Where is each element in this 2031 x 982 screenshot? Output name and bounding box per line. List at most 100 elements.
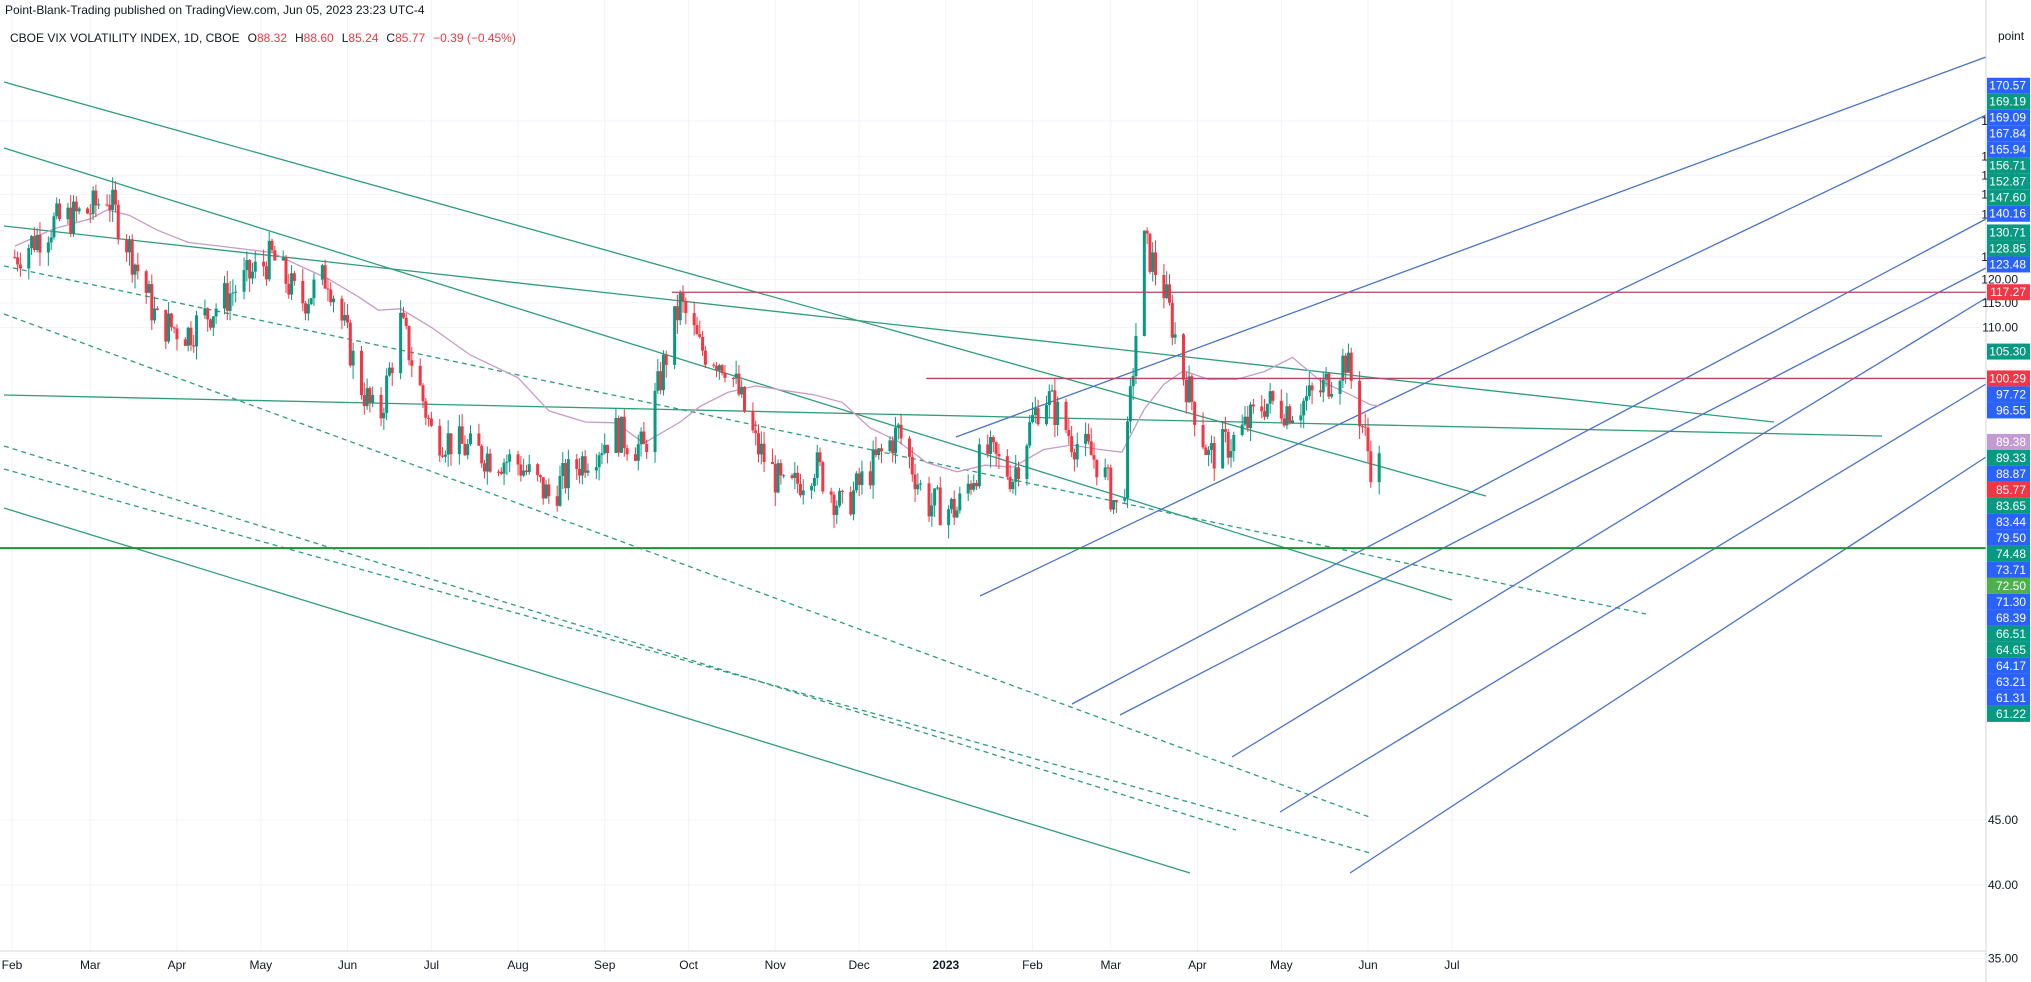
channel-line-upper bbox=[3, 81, 1487, 497]
candle-body bbox=[1377, 453, 1381, 483]
price-label-badge bbox=[1987, 513, 2030, 530]
candle-body bbox=[382, 412, 386, 419]
price-label-badge bbox=[1987, 343, 2030, 360]
candle-body bbox=[167, 313, 171, 342]
price-tick-label: 45.00 bbox=[1988, 813, 2018, 827]
candle-body bbox=[469, 433, 473, 445]
candle-body bbox=[578, 468, 582, 476]
open-label: O bbox=[247, 31, 257, 45]
candle-body bbox=[972, 482, 976, 490]
dashed-channel-line-4 bbox=[3, 468, 1371, 854]
candle-body bbox=[1028, 422, 1032, 446]
candle-body bbox=[460, 426, 464, 444]
candle-body bbox=[172, 327, 176, 329]
price-label-text: 117.27 bbox=[1990, 285, 2026, 299]
candle-body bbox=[793, 472, 797, 478]
candle-body bbox=[222, 283, 226, 309]
candle-body bbox=[301, 280, 305, 304]
price-label-text: 73.71 bbox=[1996, 563, 2026, 577]
time-tick-label: Mar bbox=[1100, 958, 1121, 972]
candle-body bbox=[1190, 376, 1194, 402]
candle-body bbox=[287, 283, 291, 295]
price-label-badge bbox=[1987, 370, 2030, 387]
candle-body bbox=[1318, 390, 1322, 393]
candle-body bbox=[812, 478, 816, 486]
candle-body bbox=[69, 207, 73, 234]
pitchfork-line-1 bbox=[955, 56, 1987, 438]
candle-body bbox=[1033, 408, 1037, 416]
price-label-badge bbox=[1987, 705, 2030, 722]
candle-body bbox=[1070, 436, 1074, 453]
price-label-text: 170.57 bbox=[1989, 79, 2026, 93]
candle-body bbox=[225, 283, 229, 311]
candle-body bbox=[1014, 467, 1018, 482]
candle-body bbox=[751, 411, 755, 431]
candle-body bbox=[516, 454, 520, 465]
price-label-badge bbox=[1987, 173, 2030, 190]
pitchfork-line-7 bbox=[1349, 456, 1987, 874]
price-label-text: 169.09 bbox=[1989, 111, 2026, 125]
price-label-text: 72.50 bbox=[1996, 579, 2026, 593]
candle-body bbox=[715, 365, 719, 371]
candle-body bbox=[421, 385, 425, 402]
candle-body bbox=[332, 298, 336, 303]
price-label-text: 88.87 bbox=[1996, 467, 2026, 481]
candle-body bbox=[496, 471, 500, 473]
candle-body bbox=[1249, 404, 1253, 429]
candle-body bbox=[538, 475, 542, 478]
candle-body bbox=[130, 239, 134, 275]
price-label-badge bbox=[1987, 386, 2030, 403]
candle-body bbox=[740, 386, 744, 395]
candle-body bbox=[1291, 420, 1295, 424]
candle-body bbox=[916, 484, 920, 490]
candle-body bbox=[1193, 401, 1197, 426]
candle-body bbox=[756, 433, 760, 455]
candle-body bbox=[284, 257, 288, 284]
candle-body bbox=[1086, 433, 1090, 442]
candle-body bbox=[849, 492, 853, 515]
candle-body bbox=[508, 454, 512, 462]
candle-body bbox=[1360, 426, 1364, 428]
price-label-text: 100.29 bbox=[1989, 371, 2026, 385]
candle-body bbox=[583, 456, 587, 473]
price-label-badge bbox=[1987, 561, 2030, 578]
pitchfork-line-5 bbox=[1231, 297, 1987, 758]
candle-body bbox=[1307, 385, 1311, 397]
low-value: 85.24 bbox=[348, 31, 379, 45]
candle-body bbox=[838, 490, 842, 506]
price-axis[interactable]: 160.00150.00145.00140.00135.00125.00120.… bbox=[1981, 77, 2030, 966]
candle-body bbox=[195, 315, 199, 347]
price-label-badge bbox=[1987, 284, 2030, 301]
candle-body bbox=[144, 271, 148, 293]
candle-body bbox=[1165, 284, 1169, 299]
candle-body bbox=[1044, 405, 1048, 425]
candle-body bbox=[273, 250, 277, 261]
candle-body bbox=[231, 292, 235, 294]
candle-body bbox=[463, 443, 467, 456]
candle-body bbox=[723, 373, 727, 378]
candle-body bbox=[116, 204, 120, 240]
price-label-text: 85.77 bbox=[1996, 483, 2026, 497]
candle-body bbox=[1036, 408, 1040, 425]
candle-body bbox=[304, 303, 308, 314]
candle-body bbox=[371, 394, 375, 403]
candle-body bbox=[108, 204, 112, 210]
candle-body bbox=[1310, 385, 1314, 391]
candle-body bbox=[675, 306, 679, 321]
candle-body bbox=[617, 417, 621, 453]
candle-body bbox=[1131, 376, 1135, 387]
candle-body bbox=[1134, 335, 1138, 377]
candle-body bbox=[810, 485, 814, 491]
candle-body bbox=[211, 316, 215, 328]
time-axis[interactable]: Feb Mar Apr May Jun Jul Aug Sep Oct Nov Dec 2023 Feb… bbox=[2, 958, 1460, 972]
candle-body bbox=[986, 444, 990, 454]
channel-line-lower bbox=[3, 507, 1191, 874]
candle-body bbox=[351, 350, 355, 366]
candle-body bbox=[606, 444, 610, 453]
price-label-text: 165.94 bbox=[1989, 143, 2026, 157]
high-label: H bbox=[295, 31, 304, 45]
candle-body bbox=[701, 336, 705, 351]
candle-body bbox=[390, 367, 394, 374]
price-label-badge bbox=[1987, 529, 2030, 546]
